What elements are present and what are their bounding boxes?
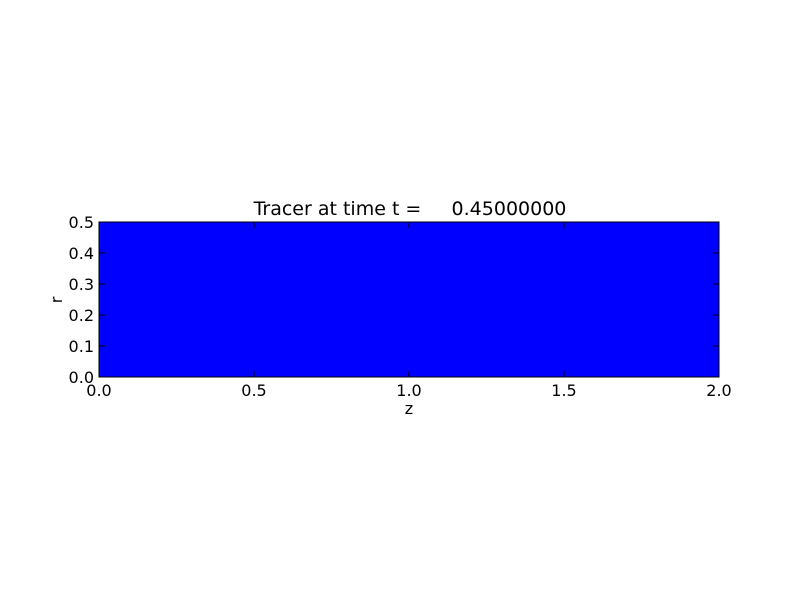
plot-frame bbox=[98, 221, 720, 378]
x-tick-label: 0.0 bbox=[86, 381, 111, 400]
chart-title: Tracer at time t = 0.45000000 bbox=[253, 198, 567, 220]
x-tick-label: 1.0 bbox=[396, 381, 421, 400]
y-tick-label: 0.4 bbox=[69, 244, 94, 263]
y-axis-label: r bbox=[47, 296, 66, 303]
y-tick-label: 0.3 bbox=[69, 275, 94, 294]
x-axis-label: z bbox=[405, 399, 413, 418]
x-ticks: 0.0 0.5 1.0 1.5 2.0 bbox=[86, 222, 732, 400]
x-tick-label: 1.5 bbox=[551, 381, 576, 400]
x-tick-label: 0.5 bbox=[241, 381, 266, 400]
y-tick-label: 0.0 bbox=[69, 368, 94, 387]
x-tick-label: 2.0 bbox=[706, 381, 731, 400]
y-tick-label: 0.2 bbox=[69, 306, 94, 325]
tracer-field bbox=[99, 222, 719, 377]
y-ticks: 0.0 0.1 0.2 0.3 0.4 0.5 bbox=[69, 213, 719, 387]
y-tick-label: 0.1 bbox=[69, 337, 94, 356]
y-tick-label: 0.5 bbox=[69, 213, 94, 232]
